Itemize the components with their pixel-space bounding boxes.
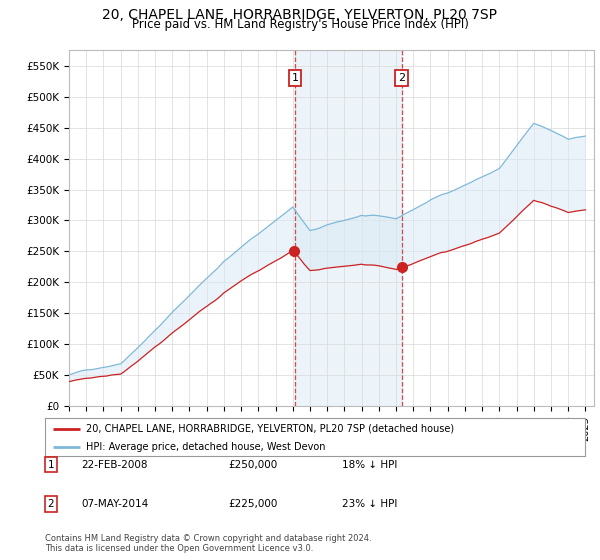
Text: Price paid vs. HM Land Registry's House Price Index (HPI): Price paid vs. HM Land Registry's House …	[131, 18, 469, 31]
Text: 1: 1	[47, 460, 55, 470]
Text: 2: 2	[398, 73, 405, 83]
Text: 20, CHAPEL LANE, HORRABRIDGE, YELVERTON, PL20 7SP (detached house): 20, CHAPEL LANE, HORRABRIDGE, YELVERTON,…	[86, 423, 454, 433]
Text: 22-FEB-2008: 22-FEB-2008	[81, 460, 148, 470]
Bar	[295, 50, 402, 406]
Text: 23% ↓ HPI: 23% ↓ HPI	[342, 499, 397, 509]
Text: 07-MAY-2014: 07-MAY-2014	[81, 499, 148, 509]
Text: HPI: Average price, detached house, West Devon: HPI: Average price, detached house, West…	[86, 442, 325, 452]
Text: £250,000: £250,000	[228, 460, 277, 470]
Text: Contains HM Land Registry data © Crown copyright and database right 2024.
This d: Contains HM Land Registry data © Crown c…	[45, 534, 371, 553]
Text: £225,000: £225,000	[228, 499, 277, 509]
Text: 18% ↓ HPI: 18% ↓ HPI	[342, 460, 397, 470]
Text: 2: 2	[47, 499, 55, 509]
Text: 1: 1	[292, 73, 298, 83]
Text: 20, CHAPEL LANE, HORRABRIDGE, YELVERTON, PL20 7SP: 20, CHAPEL LANE, HORRABRIDGE, YELVERTON,…	[103, 8, 497, 22]
